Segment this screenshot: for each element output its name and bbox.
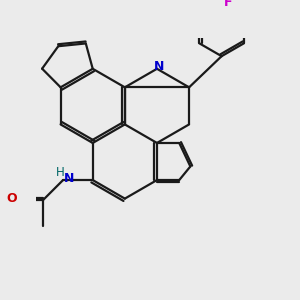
Text: N: N <box>154 60 164 73</box>
Text: H: H <box>56 166 65 178</box>
Text: N: N <box>64 172 74 185</box>
Text: F: F <box>224 0 233 9</box>
Text: O: O <box>7 192 17 206</box>
